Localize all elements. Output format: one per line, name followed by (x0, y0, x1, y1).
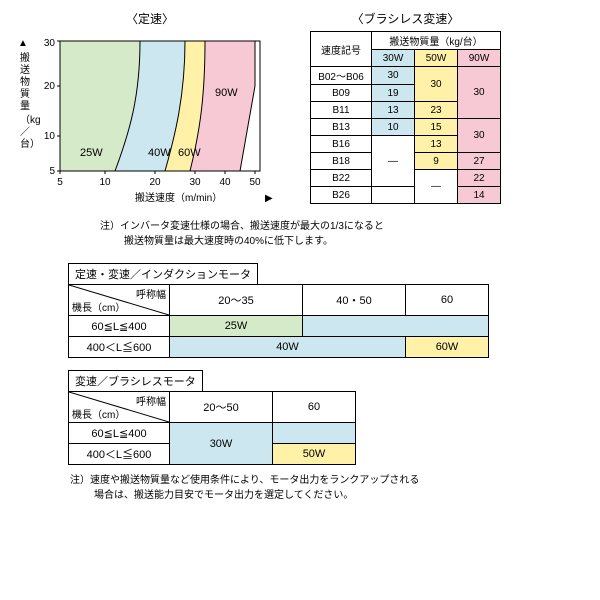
svg-text:50: 50 (249, 177, 261, 188)
svg-text:25W: 25W (80, 147, 103, 159)
col-30w: 30W (372, 50, 415, 67)
cell: 30W (170, 423, 273, 465)
cell: 25W (170, 316, 303, 337)
cell (303, 316, 489, 337)
title-left: 〈定速〉 (10, 10, 290, 27)
th-mass: 搬送物質量（kg/台） (372, 32, 501, 50)
diag-top: 呼称幅 (136, 393, 166, 408)
svg-text:90W: 90W (215, 87, 238, 99)
row-label: 400＜L≦600 (69, 337, 170, 358)
col-90w: 90W (458, 50, 501, 67)
svg-text:40W: 40W (148, 147, 171, 159)
cell: 60W (406, 337, 489, 358)
note-line: 場合は、搬送能力目安でモータ出力を選定してください。 (94, 490, 353, 501)
svg-text:30: 30 (44, 38, 56, 49)
note-1: 注）インバータ変速仕様の場合、搬送速度が最大の1/3になると 搬送物質量は最大速… (100, 219, 590, 249)
cell: 10 (372, 119, 415, 136)
svg-text:40: 40 (219, 177, 231, 188)
load-speed-chart: ▲ 搬送物 質量 （kg／台） (10, 31, 280, 211)
constant-speed-panel: 〈定速〉 ▲ 搬送物 質量 （kg／台） (10, 10, 290, 211)
svg-text:▶: ▶ (265, 193, 273, 204)
cell: 9 (415, 153, 458, 170)
svg-text:量: 量 (20, 100, 30, 112)
col-head: 20～35 (170, 285, 303, 316)
cell: 40W (170, 337, 406, 358)
cell: 13 (415, 136, 458, 153)
row-label: 400＜L≦600 (69, 444, 170, 465)
bl-motor-table: 呼称幅 機長（cm） 20～50 60 60≦L≦400 30W 400＜L≦6… (68, 391, 356, 465)
cell: — (415, 170, 458, 204)
svg-text:▲: ▲ (18, 38, 28, 49)
note-line: 搬送物質量は最大速度時の40%に低下します。 (124, 236, 333, 247)
row-label: 60≦L≦400 (69, 423, 170, 444)
svg-text:搬送速度（m/min）: 搬送速度（m/min） (135, 191, 222, 204)
row-code: B13 (311, 119, 372, 136)
cell: 23 (415, 102, 458, 119)
svg-text:10: 10 (44, 131, 56, 142)
cell: 13 (372, 102, 415, 119)
svg-text:送: 送 (20, 63, 30, 76)
note-line: 注）インバータ変速仕様の場合、搬送速度が最大の1/3になると (100, 221, 384, 232)
cell: 50W (273, 444, 356, 465)
col-head: 20～50 (170, 392, 273, 423)
svg-text:／: ／ (20, 126, 30, 138)
diag-bottom: 機長（cm） (72, 299, 125, 314)
note-line: 注）速度や搬送物質量など使用条件により、モータ出力をランクアップされる (70, 475, 419, 486)
svg-text:30: 30 (189, 177, 201, 188)
th-speed-code: 速度記号 (311, 32, 372, 67)
svg-text:（kg: （kg (20, 114, 41, 126)
row-code: B11 (311, 102, 372, 119)
cell: 14 (458, 187, 501, 204)
row-code: B22 (311, 170, 372, 187)
col-head: 60 (406, 285, 489, 316)
induction-title: 定速・変速／インダクションモータ (68, 263, 258, 285)
row-code: B18 (311, 153, 372, 170)
row-label: 60≦L≦400 (69, 316, 170, 337)
svg-text:20: 20 (149, 177, 161, 188)
svg-text:60W: 60W (178, 147, 201, 159)
svg-text:搬: 搬 (20, 51, 30, 64)
cell: 22 (458, 170, 501, 187)
cell: 30 (458, 67, 501, 119)
diag-top: 呼称幅 (136, 286, 166, 301)
note-2: 注）速度や搬送物質量など使用条件により、モータ出力をランクアップされる 場合は、… (70, 473, 590, 503)
cell: — (372, 136, 415, 187)
svg-text:物: 物 (20, 75, 30, 88)
cell: 30 (458, 119, 501, 153)
title-right: 〈ブラシレス変速〉 (310, 10, 501, 27)
row-code: B09 (311, 85, 372, 102)
svg-text:5: 5 (57, 177, 63, 188)
cell: 27 (458, 153, 501, 170)
svg-text:10: 10 (99, 177, 111, 188)
cell: 30 (372, 67, 415, 85)
row-code: B26 (311, 187, 372, 204)
col-head: 40・50 (303, 285, 406, 316)
cell (273, 423, 356, 444)
svg-text:質: 質 (20, 87, 30, 100)
cell: 19 (372, 85, 415, 102)
col-50w: 50W (415, 50, 458, 67)
row-code: B02～B06 (311, 67, 372, 85)
col-head: 60 (273, 392, 356, 423)
induction-table: 呼称幅 機長（cm） 20～35 40・50 60 60≦L≦400 25W 4… (68, 284, 489, 358)
svg-text:20: 20 (44, 81, 56, 92)
svg-text:5: 5 (49, 166, 55, 177)
brushless-table: 速度記号 搬送物質量（kg/台） 30W 50W 90W B02～B06 30 … (310, 31, 501, 204)
cell: 15 (415, 119, 458, 136)
brushless-panel: 〈ブラシレス変速〉 速度記号 搬送物質量（kg/台） 30W 50W 90W B… (310, 10, 501, 211)
row-code: B16 (311, 136, 372, 153)
bl-motor-title: 変速／ブラシレスモータ (68, 370, 203, 392)
cell: 30 (415, 67, 458, 102)
svg-text:台）: 台） (20, 137, 40, 150)
diag-bottom: 機長（cm） (72, 406, 125, 421)
